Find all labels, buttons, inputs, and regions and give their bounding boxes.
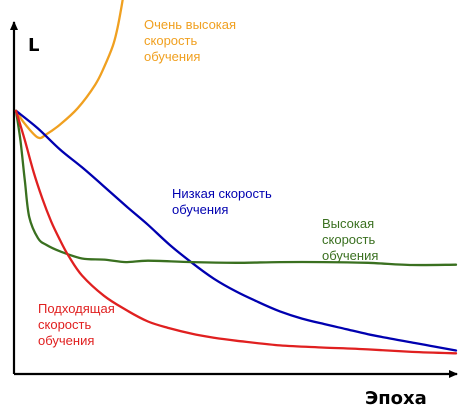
series-high-lr-label-line: скорость [322, 232, 375, 247]
series-suitable-lr-line [14, 109, 458, 355]
series-very-high-lr-label-line: скорость [144, 33, 197, 48]
series-low-lr-label-line: обучения [172, 202, 228, 217]
series-high-lr-label-line: Высокая [322, 216, 374, 231]
series-very-high-lr-line [14, 0, 124, 140]
series-low-lr-label: Низкая скорость обучения [172, 186, 272, 217]
series-low-lr-label-line: Низкая скорость [172, 186, 272, 201]
series-very-high-lr-label-line: Очень высокая [144, 17, 236, 32]
y-axis-title: L [28, 35, 39, 56]
series-very-high-lr-label-line: обучения [144, 49, 200, 64]
series-suitable-lr-label-line: обучения [38, 333, 94, 348]
series-suitable-lr-label: Подходящая скорость обучения [38, 301, 115, 348]
series-low-lr-line [14, 109, 458, 352]
series-suitable-lr-label-line: скорость [38, 317, 91, 332]
series-group [14, 0, 458, 355]
series-high-lr-line [14, 109, 458, 267]
series-high-lr-label-line: обучения [322, 248, 378, 263]
x-axis-title: Эпоха [365, 388, 427, 409]
series-suitable-lr-label-line: Подходящая [38, 301, 115, 316]
series-high-lr-label: Высокая скорость обучения [322, 216, 378, 263]
series-very-high-lr-label: Очень высокая скорость обучения [144, 17, 236, 64]
